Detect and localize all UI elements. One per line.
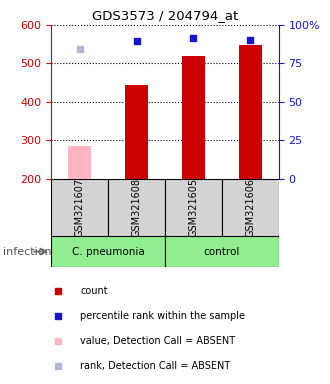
Text: value, Detection Call = ABSENT: value, Detection Call = ABSENT (80, 336, 235, 346)
Bar (182, 56, 205, 179)
Point (55, 313, 60, 319)
Point (134, 38, 139, 44)
Text: GSM321608: GSM321608 (132, 178, 142, 237)
Point (248, 36, 253, 43)
Bar (239, 45, 262, 179)
Bar (68, 146, 91, 179)
Text: GSM321605: GSM321605 (188, 178, 198, 237)
Text: infection: infection (3, 247, 52, 257)
Point (55, 288, 60, 294)
Bar (165, 179, 222, 236)
Text: GSM321606: GSM321606 (246, 178, 255, 237)
Point (55, 363, 60, 369)
Point (77, 46, 82, 52)
Title: GDS3573 / 204794_at: GDS3573 / 204794_at (92, 9, 238, 22)
Text: GSM321607: GSM321607 (75, 178, 84, 237)
Text: percentile rank within the sample: percentile rank within the sample (80, 311, 245, 321)
Point (191, 35, 196, 41)
Bar (108, 179, 165, 236)
Text: control: control (204, 247, 240, 257)
Bar (51, 179, 108, 236)
Point (55, 338, 60, 344)
Text: count: count (80, 286, 108, 296)
Bar (165, 236, 279, 267)
Bar (51, 236, 165, 267)
Text: C. pneumonia: C. pneumonia (72, 247, 145, 257)
Bar (125, 85, 148, 179)
Text: rank, Detection Call = ABSENT: rank, Detection Call = ABSENT (80, 361, 231, 371)
Bar (222, 179, 279, 236)
